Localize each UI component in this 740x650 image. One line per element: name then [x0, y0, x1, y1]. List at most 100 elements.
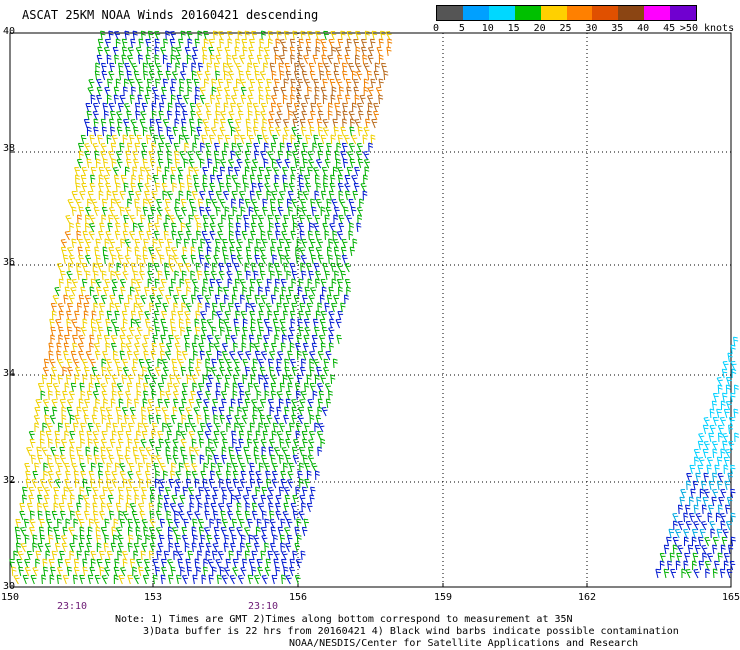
wind-barb [142, 398, 148, 409]
wind-barb [298, 174, 304, 185]
wind-barb [111, 479, 118, 489]
wind-barb [193, 182, 200, 193]
wind-barb [119, 142, 125, 153]
wind-barb [261, 446, 267, 457]
wind-barb [157, 431, 164, 441]
wind-barb [302, 351, 308, 361]
wind-barb [255, 238, 261, 249]
wind-barb [31, 479, 38, 489]
wind-barb [25, 470, 31, 481]
wind-barb [164, 487, 171, 497]
wind-barb [692, 560, 697, 571]
wind-barb [63, 486, 69, 497]
wind-barb [45, 430, 52, 441]
wind-barb [118, 454, 124, 465]
wind-barb [294, 158, 300, 169]
time-label: 23:10 [56, 601, 88, 612]
wind-barb [703, 489, 710, 499]
wind-barb [283, 30, 290, 41]
wind-barb [321, 407, 328, 417]
wind-barb [205, 358, 211, 369]
wind-barb [351, 175, 358, 185]
wind-barb [673, 520, 678, 531]
wind-barb [245, 486, 252, 497]
wind-barb [266, 415, 273, 425]
wind-barb [184, 422, 190, 433]
wind-barb [194, 94, 200, 105]
wind-barb [153, 134, 159, 145]
wind-barb [181, 526, 188, 537]
wind-barb [349, 126, 355, 137]
wind-barb [106, 462, 112, 473]
wind-barb [52, 295, 59, 305]
wind-barb [251, 159, 259, 169]
wind-barb [157, 158, 164, 169]
wind-barb [50, 447, 57, 457]
wind-barb [199, 158, 205, 169]
wind-barb [91, 310, 97, 321]
wind-barb [170, 414, 177, 425]
wind-barb [81, 183, 88, 193]
wind-barb [94, 70, 100, 81]
wind-barb [148, 414, 154, 425]
wind-barb [699, 529, 706, 539]
wind-barb [226, 503, 233, 513]
wind-barb [248, 87, 255, 97]
wind-barb [142, 206, 149, 217]
wind-barb [131, 174, 137, 185]
wind-barb [84, 151, 90, 161]
wind-barb [284, 406, 290, 417]
wind-barb [56, 350, 62, 361]
wind-barb [236, 550, 242, 561]
wind-barb [360, 39, 367, 49]
wind-barb [112, 47, 119, 57]
wind-barb [274, 78, 280, 89]
wind-barb [117, 431, 124, 441]
wind-barb [43, 487, 50, 497]
wind-barb [285, 70, 292, 81]
wind-barb [298, 326, 304, 337]
wind-barb [50, 334, 56, 345]
wind-barb [244, 550, 250, 561]
wind-barb [81, 262, 88, 273]
wind-barb [282, 310, 289, 321]
wind-barb [239, 390, 245, 401]
wind-barb [140, 295, 147, 305]
wind-barb [96, 542, 102, 553]
wind-barb [147, 406, 153, 417]
wind-barb [149, 295, 156, 305]
wind-barb [88, 223, 96, 233]
wind-barb [55, 319, 62, 329]
wind-barb [272, 135, 278, 145]
wind-barb [68, 391, 75, 401]
wind-barb [310, 198, 316, 209]
wind-barb [159, 463, 166, 473]
wind-barb [223, 319, 230, 329]
wind-barb [185, 223, 192, 233]
wind-barb [355, 151, 362, 161]
wind-barb [301, 486, 308, 497]
wind-barb [279, 438, 285, 449]
wind-barb [164, 414, 170, 425]
wind-barb [107, 487, 114, 497]
wind-barb [181, 295, 188, 305]
wind-barb [142, 575, 149, 585]
wind-barb [188, 159, 195, 169]
wind-barb [105, 407, 112, 417]
wind-barb [37, 502, 43, 513]
wind-barb [109, 118, 115, 129]
wind-barb [696, 496, 702, 507]
wind-barb [315, 46, 321, 57]
wind-barb [95, 423, 102, 433]
wind-barb [252, 126, 259, 137]
wind-barb [223, 254, 229, 265]
wind-barb [170, 247, 178, 257]
legend-swatch [462, 6, 489, 20]
wind-barb [230, 335, 237, 345]
wind-barb [33, 415, 40, 425]
wind-barb [197, 550, 203, 561]
wind-barb [225, 94, 231, 105]
wind-barb [121, 551, 128, 561]
wind-barb [304, 286, 310, 297]
wind-barb [95, 534, 102, 545]
